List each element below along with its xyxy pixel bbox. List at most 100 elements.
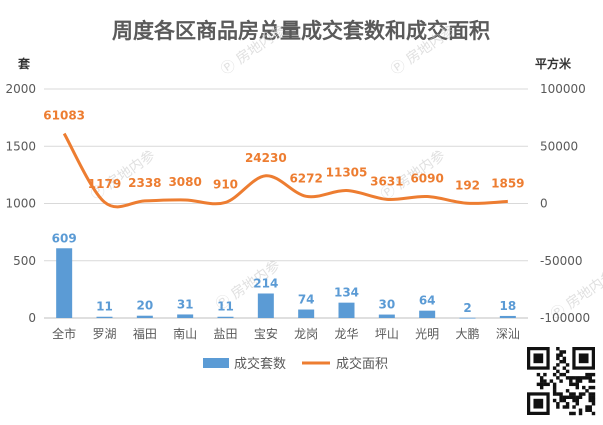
qr-finder-core xyxy=(533,398,544,409)
qr-module xyxy=(591,395,596,400)
qr-module xyxy=(552,398,557,403)
qr-code xyxy=(527,347,596,416)
qr-module xyxy=(591,402,596,406)
qr-module xyxy=(556,356,560,361)
bar-全市 xyxy=(56,248,73,318)
line-value-label: 910 xyxy=(213,177,238,191)
qr-module xyxy=(575,395,580,400)
qr-module xyxy=(562,395,567,400)
chart-title: 周度各区商品房总量成交套数和成交面积 xyxy=(112,19,490,43)
bar-坪山 xyxy=(378,314,395,318)
y-right-unit: 平方米 xyxy=(535,56,572,71)
qr-module xyxy=(588,392,592,396)
qr-module xyxy=(575,376,580,380)
y-left-tick-label: 0 xyxy=(28,311,36,325)
bar-盐田 xyxy=(217,316,234,318)
qr-module xyxy=(565,395,570,400)
line-value-label: 192 xyxy=(455,178,480,192)
qr-module xyxy=(556,405,560,409)
qr-module xyxy=(582,376,586,380)
qr-module xyxy=(569,411,573,416)
qr-module xyxy=(556,353,560,357)
x-category-label: 罗湖 xyxy=(92,326,116,341)
qr-module xyxy=(543,379,547,383)
x-category-label: 大鹏 xyxy=(455,327,479,341)
qr-module xyxy=(582,385,586,390)
bar-龙岗 xyxy=(298,309,315,318)
x-category-label: 福田 xyxy=(133,326,157,341)
x-category-label: 坪山 xyxy=(375,327,399,341)
y-right-tick-label: -100000 xyxy=(540,311,590,325)
qr-module xyxy=(559,398,563,403)
qr-module xyxy=(569,382,573,387)
line-value-label: 1859 xyxy=(491,176,524,190)
qr-module xyxy=(588,385,592,390)
qr-module xyxy=(588,379,592,383)
qr-module xyxy=(588,372,592,377)
line-value-label: 6272 xyxy=(289,171,322,185)
qr-module xyxy=(556,369,560,374)
qr-module xyxy=(562,350,567,354)
bar-labels: 609 11 20 31 11 214 74 134 30 64 2 18 xyxy=(52,231,517,315)
qr-module xyxy=(588,405,592,409)
legend: 成交套数 成交面积 xyxy=(203,356,388,372)
qr-module xyxy=(552,385,557,390)
qr-module xyxy=(578,395,583,400)
qr-module xyxy=(565,405,570,409)
qr-module xyxy=(588,395,592,400)
qr-module xyxy=(546,382,550,387)
legend-bar-swatch xyxy=(203,358,229,368)
qr-module xyxy=(588,376,592,380)
bar-value-label: 609 xyxy=(52,231,77,245)
line-成交面积 xyxy=(62,132,508,209)
bar-value-label: 11 xyxy=(96,300,113,314)
qr-module xyxy=(552,389,557,393)
qr-module xyxy=(572,382,576,387)
bar-龙华 xyxy=(338,302,355,318)
bar-大鹏 xyxy=(459,317,476,319)
bar-value-label: 30 xyxy=(378,298,395,312)
qr-module xyxy=(556,347,560,351)
qr-module xyxy=(559,350,563,354)
qr-module xyxy=(575,385,580,390)
qr-module xyxy=(575,402,580,406)
qr-module xyxy=(572,376,576,380)
qr-module xyxy=(539,376,544,380)
qr-module xyxy=(578,376,583,380)
qr-module xyxy=(562,398,567,403)
qr-module xyxy=(591,385,596,390)
qr-module xyxy=(585,376,589,380)
line-value-label: 3080 xyxy=(168,175,201,189)
qr-module xyxy=(585,408,589,412)
y-left-tick-label: 500 xyxy=(13,254,36,268)
qr-module xyxy=(543,382,547,387)
qr-module xyxy=(562,366,567,370)
qr-module xyxy=(591,372,596,377)
bar-value-label: 214 xyxy=(253,276,278,290)
qr-module xyxy=(559,359,563,364)
legend-line-label: 成交面积 xyxy=(336,356,388,372)
qr-module xyxy=(588,408,592,412)
qr-module xyxy=(572,395,576,400)
y-right-tick-label: -50000 xyxy=(540,254,583,268)
qr-module xyxy=(588,398,592,403)
bar-value-label: 20 xyxy=(136,299,153,313)
x-category-label: 宝安 xyxy=(254,326,278,341)
qr-module xyxy=(562,359,567,364)
x-category-label: 光明 xyxy=(415,327,439,341)
qr-module xyxy=(575,379,580,383)
qr-finder-core xyxy=(578,353,589,364)
x-category-label: 龙华 xyxy=(334,327,358,341)
bar-value-label: 2 xyxy=(463,301,471,315)
bar-福田 xyxy=(136,315,153,318)
bar-value-label: 11 xyxy=(217,300,234,314)
line-value-label: 6090 xyxy=(410,172,443,186)
line-series xyxy=(62,132,508,209)
qr-module xyxy=(585,405,589,409)
bar-series xyxy=(56,248,516,319)
bar-深汕 xyxy=(499,315,516,318)
y-left-tick-label: 1500 xyxy=(5,139,36,153)
qr-module xyxy=(559,372,563,377)
bar-光明 xyxy=(419,310,436,318)
